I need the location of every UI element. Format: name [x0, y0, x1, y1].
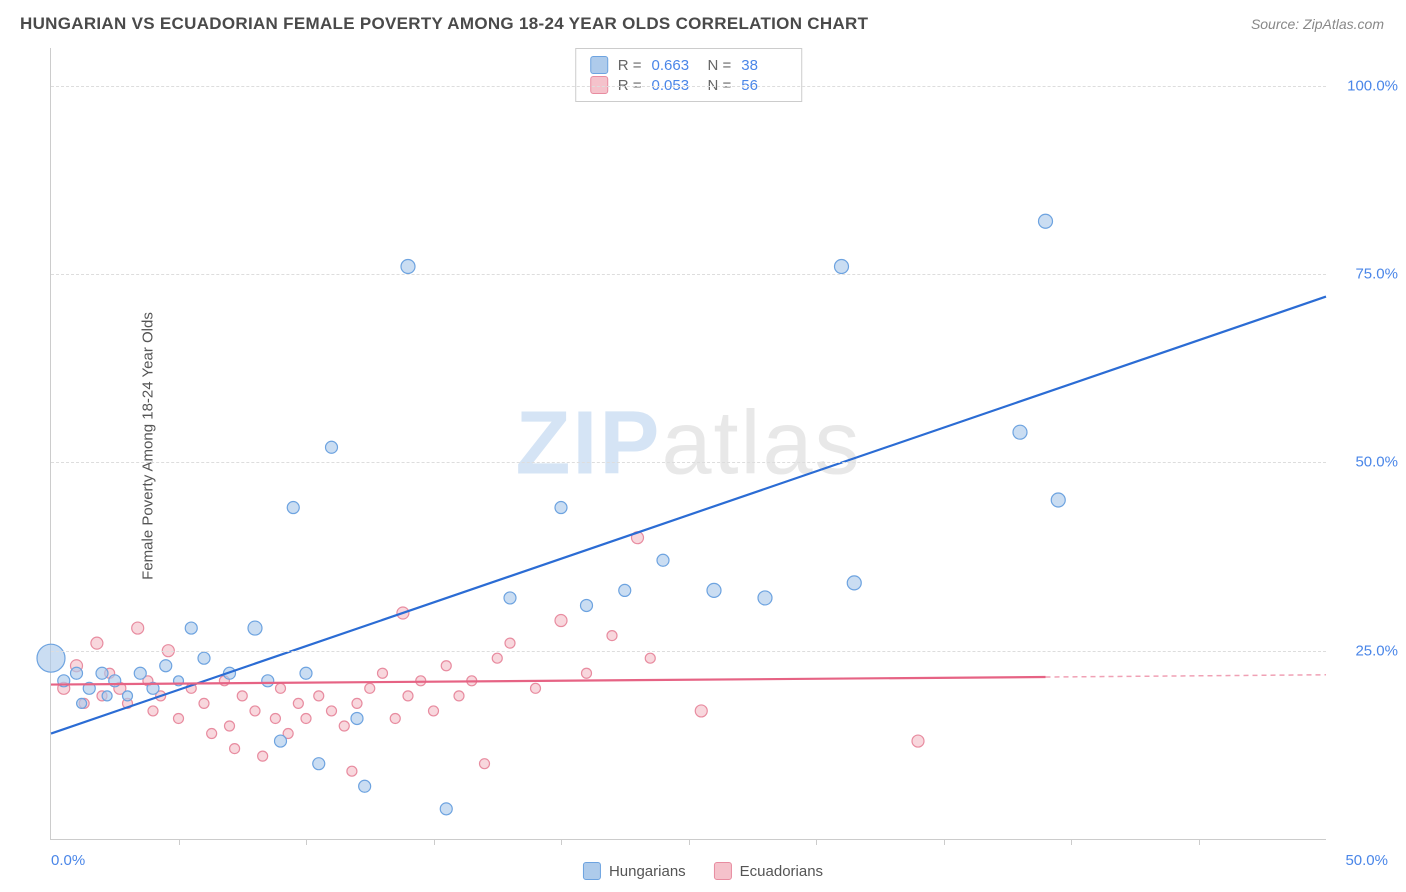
legend: Hungarians Ecuadorians: [583, 862, 823, 880]
y-tick-label: 50.0%: [1355, 454, 1398, 471]
y-tick-label: 25.0%: [1355, 642, 1398, 659]
legend-swatch-ecuadorians: [714, 862, 732, 880]
y-tick-label: 100.0%: [1347, 77, 1398, 94]
legend-item-ecuadorians: Ecuadorians: [714, 862, 823, 880]
source-attribution: Source: ZipAtlas.com: [1251, 16, 1384, 32]
chart-plot-area: ZIPatlas R = 0.663 N = 38 R = 0.053 N = …: [50, 48, 1326, 840]
legend-item-hungarians: Hungarians: [583, 862, 686, 880]
correlation-stats-box: R = 0.663 N = 38 R = 0.053 N = 56: [575, 48, 803, 102]
x-tick-label: 0.0%: [51, 852, 85, 869]
x-tick-label: 50.0%: [1345, 852, 1388, 869]
swatch-hungarians: [590, 56, 608, 74]
chart-title: HUNGARIAN VS ECUADORIAN FEMALE POVERTY A…: [20, 14, 868, 34]
scatter-plot-svg: [51, 48, 1326, 839]
stats-row-hungarians: R = 0.663 N = 38: [590, 55, 788, 75]
y-tick-label: 75.0%: [1355, 266, 1398, 283]
legend-label: Ecuadorians: [740, 863, 823, 880]
legend-label: Hungarians: [609, 863, 686, 880]
legend-swatch-hungarians: [583, 862, 601, 880]
